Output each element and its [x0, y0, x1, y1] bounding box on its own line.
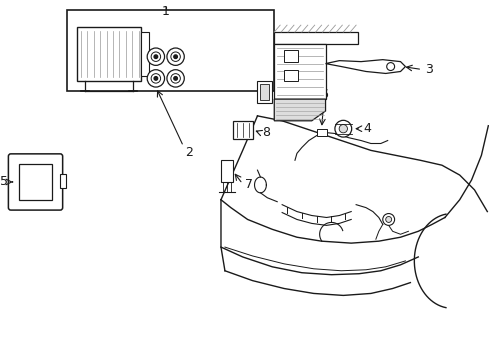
Bar [317, 129, 326, 136]
Circle shape [154, 77, 158, 80]
Bar [261, 84, 270, 100]
Circle shape [383, 213, 394, 225]
Bar [274, 32, 358, 44]
Text: 6: 6 [319, 88, 327, 101]
Circle shape [387, 63, 394, 71]
Bar [141, 32, 149, 76]
Circle shape [386, 216, 392, 222]
Text: 2: 2 [186, 146, 194, 159]
Bar [257, 81, 272, 103]
Text: 8: 8 [263, 126, 270, 139]
Bar [284, 69, 298, 81]
Circle shape [171, 52, 180, 62]
Circle shape [154, 55, 158, 58]
Bar [221, 160, 233, 182]
Text: 1: 1 [162, 5, 170, 18]
Bar [19, 164, 52, 200]
Circle shape [339, 125, 347, 133]
Polygon shape [325, 60, 405, 73]
Text: 5: 5 [0, 175, 8, 189]
Circle shape [167, 48, 184, 66]
Text: 7: 7 [245, 179, 253, 192]
Text: 4: 4 [363, 122, 371, 135]
Circle shape [335, 120, 352, 137]
Bar [67, 10, 274, 91]
Circle shape [171, 74, 180, 83]
Circle shape [174, 55, 177, 58]
Circle shape [167, 70, 184, 87]
Bar [274, 44, 325, 99]
Circle shape [174, 77, 177, 80]
Circle shape [151, 52, 161, 62]
Bar [60, 174, 66, 188]
Circle shape [147, 48, 165, 66]
Circle shape [151, 74, 161, 83]
Bar [77, 27, 141, 81]
Bar [284, 50, 298, 62]
Text: 3: 3 [425, 63, 433, 76]
Polygon shape [274, 99, 325, 121]
Bar [233, 121, 252, 139]
Circle shape [147, 70, 165, 87]
FancyBboxPatch shape [8, 154, 63, 210]
